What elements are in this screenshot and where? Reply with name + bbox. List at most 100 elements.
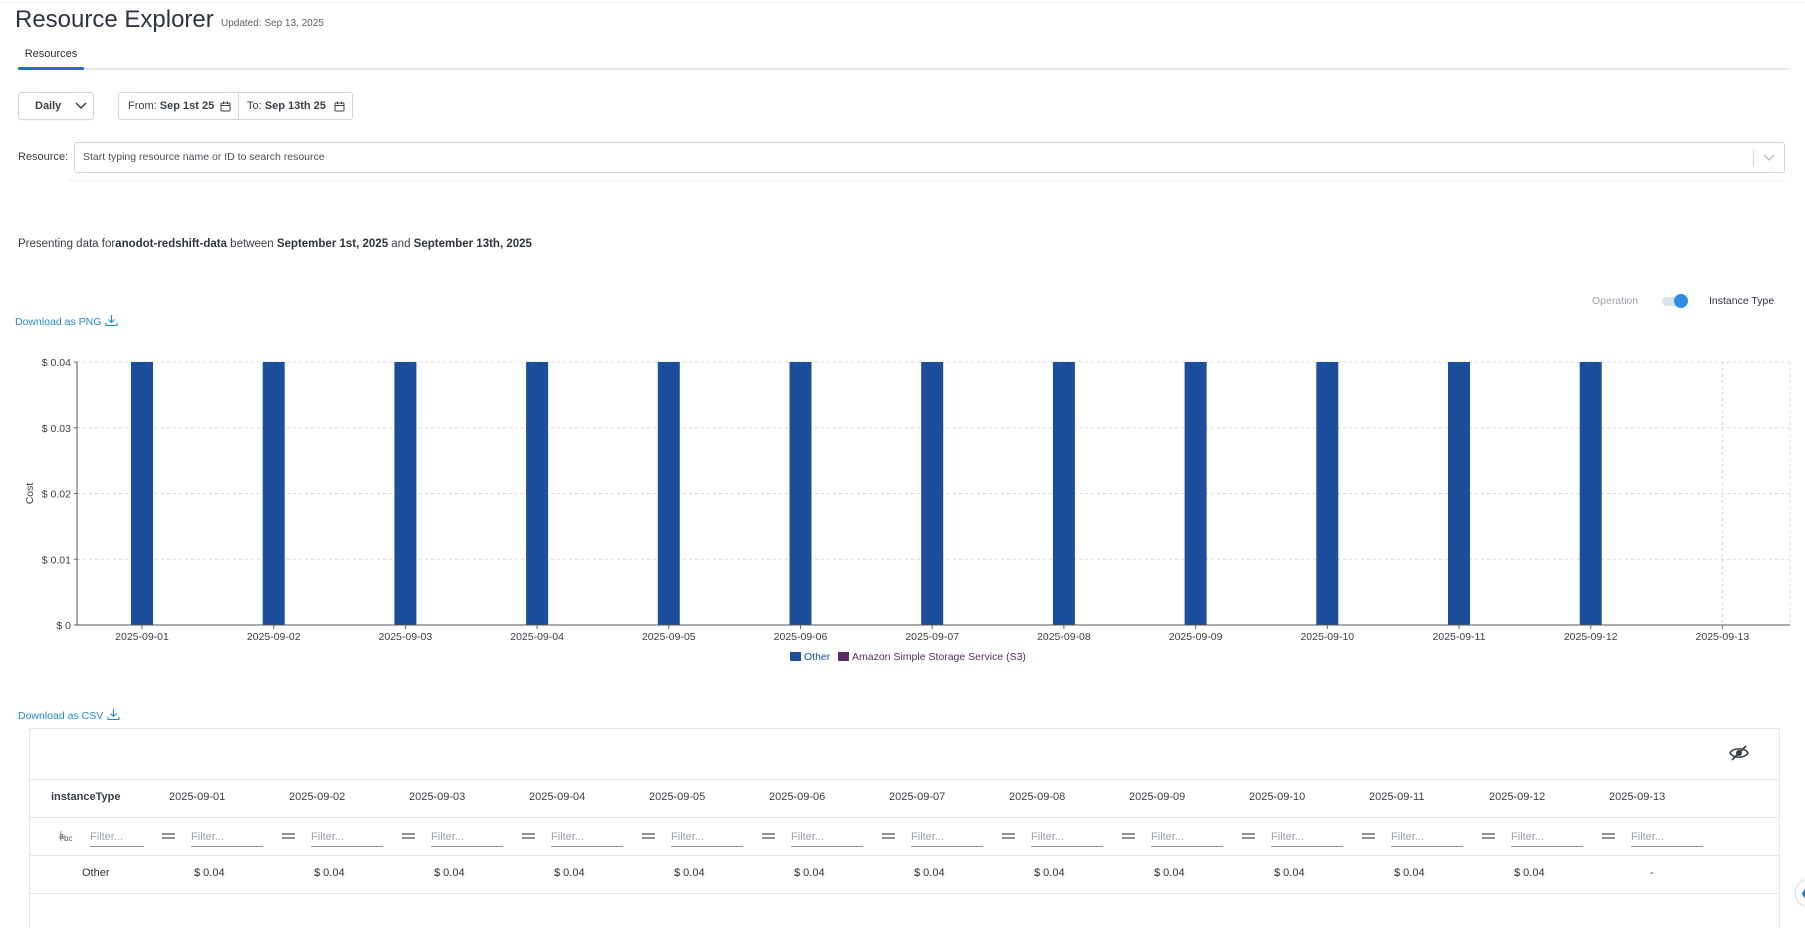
bar-2025-09-01[interactable]	[131, 362, 153, 625]
column-header-2025-09-11[interactable]: 2025-09-11	[1369, 791, 1425, 803]
eye-off-icon[interactable]	[1728, 742, 1750, 764]
bar-2025-09-07[interactable]	[921, 362, 944, 625]
date-from-label: From:	[128, 100, 157, 112]
column-header-2025-09-12[interactable]: 2025-09-12	[1489, 791, 1546, 803]
tab-active-indicator	[18, 67, 84, 70]
equals-filter-icon[interactable]	[521, 829, 537, 843]
filter-input-2025-09-10[interactable]	[1271, 825, 1343, 847]
presenting-resource-name: anodot-redshift-data	[115, 238, 227, 250]
filter-input-2025-09-04[interactable]	[551, 825, 623, 847]
bar-2025-09-12[interactable]	[1579, 362, 1602, 625]
column-header-2025-09-01[interactable]: 2025-09-01	[169, 791, 226, 803]
table-header-divider	[29, 779, 1780, 780]
filter-input-2025-09-11[interactable]	[1391, 825, 1463, 847]
table-cell: $ 0.04	[1154, 867, 1185, 879]
equals-filter-icon[interactable]	[761, 829, 777, 843]
svg-text:bc: bc	[64, 834, 72, 843]
x-tick-label: 2025-09-08	[1037, 631, 1091, 643]
filter-input-2025-09-08[interactable]	[1031, 825, 1103, 847]
date-to-field[interactable]: To: Sep 13th 25	[247, 100, 326, 112]
equals-filter-icon[interactable]	[1601, 829, 1617, 843]
equals-filter-icon[interactable]	[641, 829, 657, 843]
y-tick-label: $ 0.01	[42, 554, 71, 566]
filter-input-2025-09-02[interactable]	[311, 825, 383, 847]
date-from-value: Sep 1st 25	[159, 100, 215, 112]
bar-2025-09-05[interactable]	[657, 362, 680, 625]
column-header-2025-09-02[interactable]: 2025-09-02	[289, 791, 346, 803]
column-header-2025-09-09[interactable]: 2025-09-09	[1129, 791, 1186, 803]
row-label: Other	[82, 867, 110, 879]
legend-swatch	[790, 652, 801, 661]
group-by-toggle[interactable]	[1660, 294, 1688, 308]
date-range-divider	[238, 93, 239, 119]
equals-filter-icon[interactable]	[161, 829, 177, 843]
y-tick-label: $ 0.03	[42, 423, 71, 435]
column-header-2025-09-03[interactable]: 2025-09-03	[409, 791, 466, 803]
download-png-link[interactable]: Download as PNG	[15, 314, 118, 328]
bar-2025-09-08[interactable]	[1052, 362, 1075, 625]
equals-filter-icon[interactable]	[1361, 829, 1377, 843]
table-cell: $ 0.04	[1514, 867, 1545, 879]
download-csv-label: Download as CSV	[18, 710, 104, 722]
date-to-label: To:	[247, 100, 262, 112]
download-csv-link[interactable]: Download as CSV	[18, 708, 120, 722]
date-from-field[interactable]: From: Sep 1st 25	[128, 100, 214, 112]
calendar-icon[interactable]	[220, 101, 231, 112]
filter-input-2025-09-09[interactable]	[1151, 825, 1223, 847]
legend-entry[interactable]: Other	[804, 651, 831, 663]
equals-filter-icon[interactable]	[401, 829, 417, 843]
bar-2025-09-02[interactable]	[262, 362, 285, 625]
chevron-down-icon[interactable]	[1763, 153, 1775, 163]
bar-2025-09-10[interactable]	[1316, 362, 1339, 625]
resource-search-input[interactable]: Start typing resource name or ID to sear…	[74, 142, 1785, 173]
equals-filter-icon[interactable]	[1121, 829, 1137, 843]
column-header-instanceType[interactable]: instanceType	[51, 791, 121, 803]
download-png-label: Download as PNG	[15, 316, 102, 328]
column-header-2025-09-10[interactable]: 2025-09-10	[1249, 791, 1306, 803]
equals-filter-icon[interactable]	[881, 829, 897, 843]
bar-2025-09-04[interactable]	[526, 362, 549, 625]
period-select[interactable]: Daily	[18, 92, 94, 120]
table-cell: -	[1650, 867, 1654, 879]
column-header-2025-09-08[interactable]: 2025-09-08	[1009, 791, 1066, 803]
column-header-2025-09-05[interactable]: 2025-09-05	[649, 791, 706, 803]
filter-input-2025-09-13[interactable]	[1631, 825, 1703, 847]
filter-input-2025-09-07[interactable]	[911, 825, 983, 847]
filter-input-2025-09-03[interactable]	[431, 825, 503, 847]
column-header-2025-09-07[interactable]: 2025-09-07	[889, 791, 946, 803]
date-to-value: Sep 13th 25	[264, 100, 326, 112]
toggle-knob	[1674, 294, 1688, 308]
equals-filter-icon[interactable]	[1241, 829, 1257, 843]
filter-input-2025-09-05[interactable]	[671, 825, 743, 847]
x-tick-label: 2025-09-11	[1433, 631, 1486, 643]
download-icon	[107, 709, 120, 721]
equals-filter-icon[interactable]	[1001, 829, 1017, 843]
column-header-2025-09-13[interactable]: 2025-09-13	[1609, 791, 1666, 803]
presenting-summary: Presenting data foranodot-redshift-data …	[18, 238, 532, 250]
calendar-icon[interactable]	[334, 101, 345, 112]
bar-2025-09-09[interactable]	[1184, 362, 1207, 625]
column-header-2025-09-06[interactable]: 2025-09-06	[769, 791, 826, 803]
table-cell: $ 0.04	[674, 867, 705, 879]
filter-input-2025-09-06[interactable]	[791, 825, 863, 847]
download-icon	[105, 315, 118, 327]
equals-filter-icon[interactable]	[1481, 829, 1497, 843]
tab-resources[interactable]: Resources	[24, 48, 78, 60]
bar-2025-09-03[interactable]	[394, 362, 417, 625]
filter-input-instanceType[interactable]	[90, 825, 144, 847]
bar-2025-09-11[interactable]	[1448, 362, 1470, 625]
filter-input-2025-09-12[interactable]	[1511, 825, 1583, 847]
legend-entry[interactable]: Amazon Simple Storage Service (S3)	[852, 651, 1026, 663]
bar-2025-09-06[interactable]	[789, 362, 812, 625]
filter-input-2025-09-01[interactable]	[191, 825, 263, 847]
x-tick-label: 2025-09-05	[642, 631, 696, 643]
x-tick-label: 2025-09-07	[905, 631, 959, 643]
resource-input-shadow	[68, 180, 1785, 181]
column-header-2025-09-04[interactable]: 2025-09-04	[529, 791, 586, 803]
date-range-picker: From: Sep 1st 25 To: Sep 13th 25	[118, 92, 353, 120]
table-header-bottom	[29, 817, 1780, 818]
chevron-left-icon: ❮	[1800, 885, 1805, 901]
side-panel-toggle-button[interactable]: ❮	[1795, 878, 1805, 908]
equals-filter-icon[interactable]	[281, 829, 297, 843]
text-filter-icon[interactable]: a bc	[58, 829, 74, 843]
